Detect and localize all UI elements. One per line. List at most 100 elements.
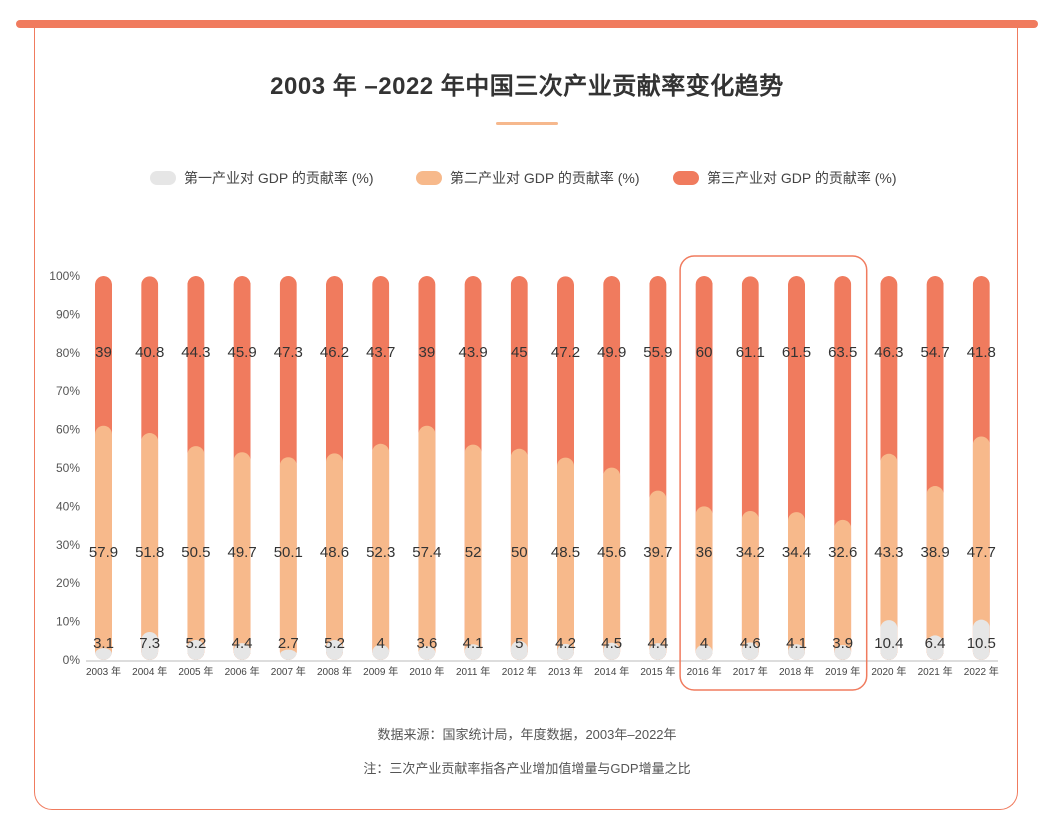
bar-segment-primary (972, 619, 990, 660)
bar-segment-primary (326, 640, 343, 660)
data-label-tertiary: 46.3 (874, 344, 903, 361)
bar-stack (880, 276, 898, 660)
data-label-primary: 3.9 (832, 635, 853, 652)
bar-stack (95, 276, 112, 660)
bar-segment-secondary (741, 511, 759, 660)
bar-stack (695, 276, 713, 660)
data-label-secondary: 43.3 (874, 544, 903, 561)
bar-segment-secondary (372, 443, 390, 660)
x-tick-label: 2021 年 (918, 665, 953, 678)
bar-segment-primary (510, 640, 528, 660)
x-tick-label: 2003 年 (86, 665, 121, 678)
data-label-secondary: 51.8 (135, 544, 164, 561)
legend-label-secondary: 第二产业对 GDP 的贡献率 (%) (450, 170, 640, 186)
data-label-tertiary: 49.9 (597, 344, 626, 361)
y-tick-label: 10% (56, 615, 80, 629)
y-tick-label: 90% (56, 307, 80, 321)
data-label-secondary: 38.9 (920, 544, 949, 561)
bar-segment-primary (95, 648, 112, 660)
data-label-primary: 6.4 (925, 635, 946, 652)
data-label-primary: 4 (377, 635, 385, 652)
data-label-secondary: 50.5 (181, 544, 210, 561)
data-label-secondary: 57.4 (412, 544, 441, 561)
chart-legend: 第一产业对 GDP 的贡献率 (%) 第二产业对 GDP 的贡献率 (%) 第三… (0, 168, 1054, 190)
bar-segment-primary (187, 640, 205, 660)
data-label-secondary: 50 (511, 544, 528, 561)
bar-stack (788, 276, 805, 660)
data-label-tertiary: 45 (511, 344, 528, 361)
data-label-tertiary: 39 (419, 344, 436, 361)
data-label-tertiary: 39 (95, 344, 112, 361)
x-tick-label: 2018 年 (779, 665, 814, 678)
data-label-secondary: 45.6 (597, 544, 626, 561)
bar-segment-primary (233, 643, 251, 660)
data-label-secondary: 49.7 (227, 544, 256, 561)
data-label-secondary: 36 (696, 544, 713, 561)
data-label-primary: 4.4 (647, 635, 668, 652)
data-label-tertiary: 60 (696, 344, 713, 361)
bar-stack (233, 276, 251, 660)
data-label-primary: 4.1 (786, 635, 807, 652)
x-tick-label: 2009 年 (363, 665, 398, 678)
bar-stack (326, 276, 343, 660)
bar-segment-primary (834, 645, 852, 660)
data-label-tertiary: 43.7 (366, 344, 395, 361)
bar-segment-primary (603, 642, 621, 660)
bar-segment-primary (279, 649, 297, 660)
data-label-secondary: 48.5 (551, 544, 580, 561)
data-label-primary: 4.4 (232, 635, 253, 652)
bar-segment-primary (788, 644, 805, 660)
x-tick-label: 2015 年 (640, 665, 675, 678)
highlight-box (679, 255, 868, 691)
data-label-tertiary: 41.8 (967, 344, 996, 361)
data-label-tertiary: 55.9 (643, 344, 672, 361)
data-label-tertiary: 46.2 (320, 344, 349, 361)
bar-segment-primary (418, 646, 436, 660)
data-label-primary: 5.2 (185, 635, 206, 652)
bar-segment-secondary (464, 444, 482, 660)
bar-segment-secondary (603, 467, 621, 660)
data-label-primary: 2.7 (278, 635, 299, 652)
bar-stack (834, 276, 852, 660)
bar-segment-primary (464, 644, 482, 660)
bar-stack (649, 276, 667, 660)
data-label-primary: 4 (700, 635, 708, 652)
data-label-secondary: 57.9 (89, 544, 118, 561)
data-label-primary: 10.4 (874, 635, 903, 652)
data-label-tertiary: 43.9 (458, 344, 487, 361)
bar-stack (557, 276, 574, 660)
data-label-tertiary: 47.3 (274, 344, 303, 361)
x-tick-label: 2004 年 (132, 665, 167, 678)
data-label-tertiary: 45.9 (227, 344, 256, 361)
legend-item-primary: 第一产业对 GDP 的贡献率 (%) (150, 168, 374, 188)
y-tick-label: 60% (56, 423, 80, 437)
bar-stack (418, 276, 436, 660)
y-tick-label: 80% (56, 346, 80, 360)
bar-segment-secondary (834, 519, 852, 660)
data-label-secondary: 52.3 (366, 544, 395, 561)
x-tick-label: 2017 年 (733, 665, 768, 678)
y-tick-label: 100% (49, 269, 80, 283)
x-tick-label: 2007 年 (271, 665, 306, 678)
data-label-tertiary: 47.2 (551, 344, 580, 361)
legend-swatch-tertiary (673, 171, 699, 185)
data-label-primary: 3.1 (93, 635, 114, 652)
legend-swatch-primary (150, 171, 176, 185)
x-tick-label: 2016 年 (687, 665, 722, 678)
data-label-secondary: 48.6 (320, 544, 349, 561)
bar-segment-primary (141, 631, 159, 660)
data-label-primary: 7.3 (139, 635, 160, 652)
x-tick-label: 2012 年 (502, 665, 537, 678)
y-tick-label: 0% (63, 653, 81, 667)
data-label-secondary: 34.4 (782, 544, 811, 561)
x-tick-label: 2005 年 (178, 665, 213, 678)
bar-segment-secondary (95, 425, 112, 660)
legend-item-secondary: 第二产业对 GDP 的贡献率 (%) (416, 168, 640, 188)
data-label-primary: 10.5 (967, 635, 996, 652)
data-label-primary: 4.6 (740, 635, 761, 652)
bar-stack (741, 276, 759, 660)
bar-segment-secondary (510, 448, 528, 660)
data-source-note: 数据来源：国家统计局，年度数据，2003年–2022年 (377, 727, 677, 742)
data-label-primary: 4.2 (555, 635, 576, 652)
